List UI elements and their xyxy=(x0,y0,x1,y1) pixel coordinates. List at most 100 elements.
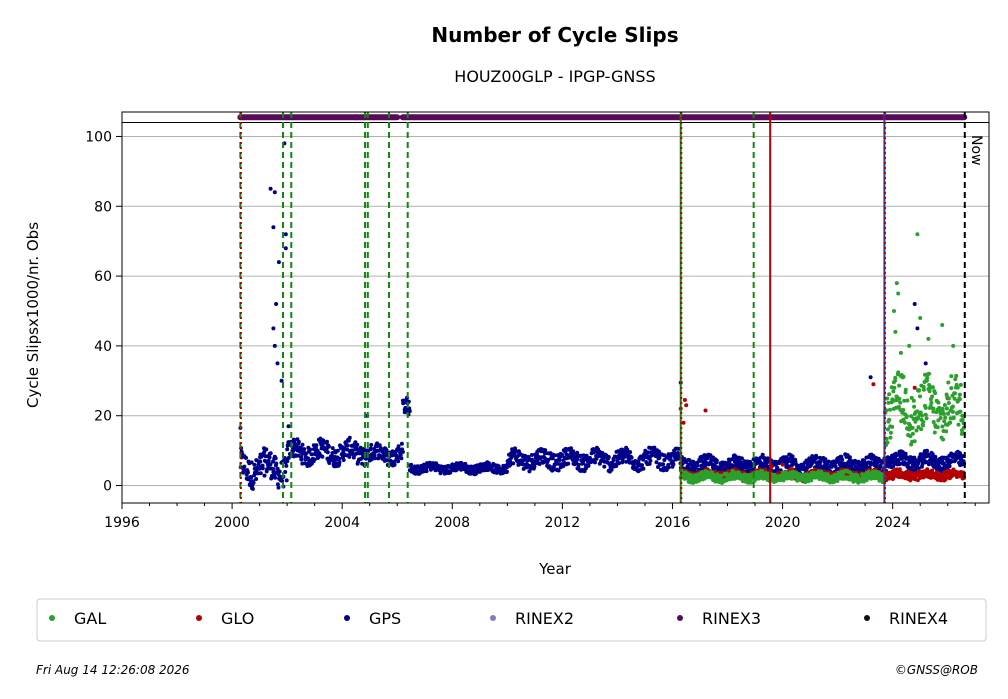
point-gps xyxy=(257,464,262,469)
point-gps xyxy=(891,464,896,469)
y-axis-label: Cycle Slipsx1000/nr. Obs xyxy=(24,222,42,408)
y-tick-label: 100 xyxy=(85,129,112,145)
point-glo-outlier xyxy=(684,403,689,408)
y-tick-label: 80 xyxy=(94,199,112,215)
x-tick-label: 2000 xyxy=(214,515,250,531)
point-gps xyxy=(839,454,844,459)
point-gps xyxy=(370,456,375,461)
point-gal xyxy=(931,420,936,424)
footer-timestamp: Fri Aug 14 12:26:08 2026 xyxy=(36,663,190,677)
legend-marker-rinex4 xyxy=(864,615,870,621)
point-gal xyxy=(918,410,923,415)
point-gps xyxy=(268,451,273,456)
point-gal xyxy=(944,406,949,411)
point-gps-outlier xyxy=(275,361,280,366)
point-gps xyxy=(652,445,657,450)
y-tick-label: 0 xyxy=(103,479,112,495)
point-gal xyxy=(942,419,947,424)
point-gps xyxy=(714,458,719,463)
point-gps xyxy=(833,464,838,469)
point-gps xyxy=(759,461,764,466)
point-gps xyxy=(325,450,330,455)
point-gps xyxy=(662,458,667,462)
point-gps xyxy=(368,446,373,451)
legend-marker-gps xyxy=(344,615,350,621)
point-gps xyxy=(576,462,581,467)
point-gps-outlier xyxy=(286,424,291,429)
point-gps xyxy=(296,439,301,444)
point-gps-outlier xyxy=(283,246,288,251)
point-gps xyxy=(268,462,273,467)
point-gal xyxy=(927,389,932,394)
point-gal xyxy=(915,409,920,414)
point-gal xyxy=(909,414,914,419)
point-gps xyxy=(557,458,562,462)
point-glo-outlier xyxy=(703,408,708,413)
point-gal xyxy=(901,374,906,379)
point-gal xyxy=(957,392,962,397)
point-gps xyxy=(661,462,666,467)
point-gps xyxy=(274,461,279,466)
point-gal-outlier xyxy=(907,343,912,348)
point-gps xyxy=(254,477,259,481)
point-gps xyxy=(868,460,873,465)
point-gal xyxy=(951,415,956,420)
point-gps xyxy=(407,409,412,414)
point-gal xyxy=(887,392,892,397)
point-gal xyxy=(891,389,896,394)
point-gal xyxy=(947,396,951,401)
point-gal xyxy=(953,377,958,382)
point-gps xyxy=(355,442,360,447)
point-gal xyxy=(960,417,965,422)
point-gal xyxy=(958,409,963,414)
point-gal xyxy=(950,404,955,409)
point-gal xyxy=(898,400,903,405)
point-gps xyxy=(840,457,845,462)
point-gal xyxy=(917,388,922,393)
point-gal xyxy=(930,385,935,390)
chart-title: Number of Cycle Slips xyxy=(431,23,678,47)
point-glo xyxy=(930,468,935,473)
point-gps xyxy=(933,454,938,459)
point-gal xyxy=(892,385,897,390)
point-gps xyxy=(584,466,588,471)
point-gps xyxy=(878,463,883,468)
point-gal xyxy=(932,430,937,435)
point-gps xyxy=(947,464,952,469)
point-gal xyxy=(923,405,928,410)
point-gps xyxy=(267,455,272,460)
point-gps-outlier xyxy=(276,260,281,265)
point-gps xyxy=(903,451,908,456)
point-gps xyxy=(299,457,304,462)
point-gps xyxy=(262,473,267,478)
point-gps xyxy=(641,457,646,462)
point-gps xyxy=(337,460,342,465)
point-gal xyxy=(921,387,926,392)
point-gps xyxy=(258,459,263,464)
point-gal xyxy=(957,397,962,402)
point-gps xyxy=(249,475,254,480)
point-gps xyxy=(640,463,644,468)
point-gps xyxy=(496,464,501,469)
point-gps xyxy=(602,464,607,469)
point-gal xyxy=(920,413,925,418)
point-gal xyxy=(914,428,919,433)
point-gal-outlier xyxy=(918,316,923,320)
rinex-bars xyxy=(122,114,989,123)
point-gps xyxy=(266,458,271,463)
point-gps xyxy=(739,456,744,461)
point-gps xyxy=(617,461,621,466)
point-gal xyxy=(946,411,950,416)
point-gal xyxy=(946,401,951,405)
point-gal xyxy=(940,424,945,429)
legend-label-gal: GAL xyxy=(74,609,106,628)
point-gps xyxy=(242,464,247,469)
point-gal xyxy=(890,399,895,404)
point-gps xyxy=(814,455,819,460)
point-gps xyxy=(273,456,278,461)
point-gal xyxy=(910,425,915,430)
point-gal xyxy=(888,430,893,435)
point-gal-outlier xyxy=(894,281,899,286)
point-gps xyxy=(347,435,352,440)
